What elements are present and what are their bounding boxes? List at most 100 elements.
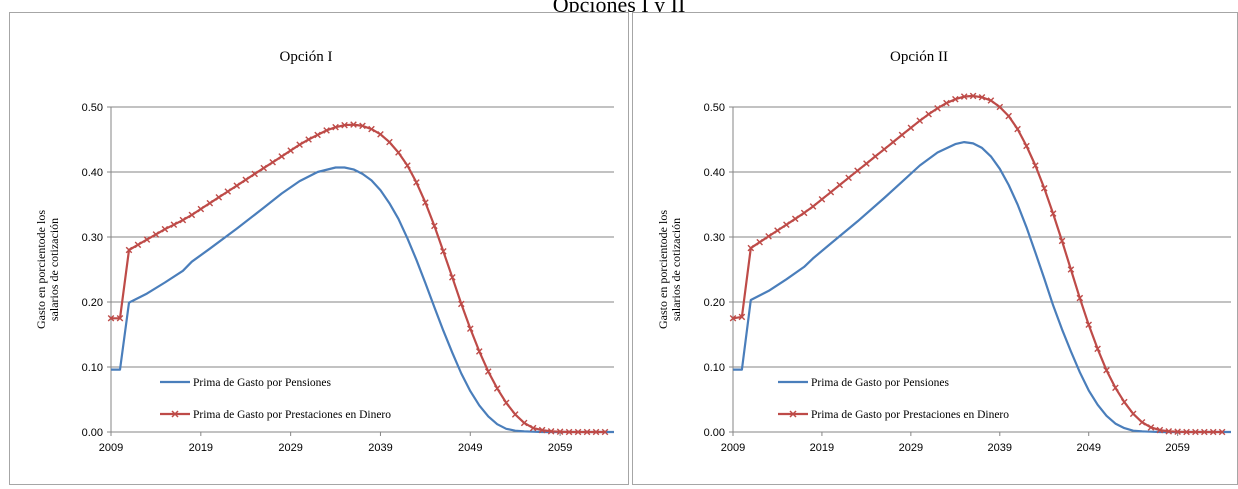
data-point-marker <box>116 314 124 322</box>
data-point-marker <box>511 411 519 418</box>
marker-stroke <box>1067 266 1075 273</box>
marker-stroke <box>809 203 817 210</box>
data-point-marker <box>341 121 348 129</box>
marker-stroke <box>765 233 772 240</box>
x-tick-label: 2019 <box>810 442 834 454</box>
y-tick-label: 0.30 <box>704 232 725 244</box>
data-point-marker <box>1138 418 1146 426</box>
data-point-marker <box>978 93 986 101</box>
marker-stroke <box>1165 428 1173 435</box>
marker-stroke <box>431 222 438 230</box>
marker-stroke <box>440 248 447 255</box>
marker-stroke <box>943 99 950 107</box>
data-point-marker <box>889 138 897 146</box>
marker-stroke <box>314 131 321 139</box>
data-point-marker <box>556 428 564 435</box>
marker-stroke <box>251 170 259 178</box>
marker-stroke <box>143 236 151 243</box>
marker-stroke <box>538 426 546 434</box>
y-tick-label: 0.40 <box>704 167 725 179</box>
data-point-marker <box>774 227 781 234</box>
data-point-marker <box>565 428 573 436</box>
marker-stroke <box>188 211 196 219</box>
marker-stroke <box>996 103 1004 111</box>
marker-stroke <box>1076 294 1084 302</box>
marker-stroke <box>836 181 844 189</box>
data-point-marker <box>359 122 366 130</box>
marker-stroke <box>969 92 977 100</box>
marker-stroke <box>1032 162 1039 169</box>
data-point-marker <box>996 103 1004 111</box>
marker-stroke <box>791 215 799 223</box>
marker-stroke <box>774 227 781 234</box>
marker-stroke <box>134 241 142 249</box>
marker-stroke <box>359 122 366 130</box>
marker-stroke <box>224 188 232 195</box>
marker-stroke <box>978 93 986 101</box>
marker-stroke <box>484 368 492 375</box>
data-point-marker <box>161 225 169 233</box>
marker-stroke <box>1120 398 1128 406</box>
marker-stroke <box>368 125 375 133</box>
data-point-marker <box>413 179 420 186</box>
data-point-marker <box>484 368 492 375</box>
data-point-marker <box>1120 398 1128 406</box>
chart-svg-opcion-ii: Opción II Gasto en porcientode lossalario… <box>656 49 1231 454</box>
y-tick-label: 0.50 <box>82 102 103 114</box>
marker-stroke <box>800 209 808 217</box>
data-point-marker <box>738 313 746 321</box>
marker-stroke <box>925 110 932 118</box>
marker-stroke <box>179 216 187 224</box>
data-point-marker <box>1014 125 1021 133</box>
data-point-marker <box>449 274 456 281</box>
marker-stroke <box>592 428 600 436</box>
data-point-marker <box>845 174 852 182</box>
marker-stroke <box>1112 384 1119 392</box>
data-point-marker <box>107 314 115 322</box>
marker-stroke <box>1058 237 1066 245</box>
marker-stroke <box>738 313 746 321</box>
marker-stroke <box>1156 426 1164 434</box>
marker-stroke <box>1129 410 1137 418</box>
data-point-marker <box>233 182 241 189</box>
data-point-marker <box>943 99 950 107</box>
marker-stroke <box>404 162 411 169</box>
data-point-marker <box>143 236 151 243</box>
marker-stroke <box>863 160 870 167</box>
marker-stroke <box>152 231 160 238</box>
y-axis-label-line-2: salarios de cotización <box>47 218 61 321</box>
marker-stroke <box>556 428 564 435</box>
data-point-marker <box>386 138 393 146</box>
x-tick-label: 2039 <box>988 442 1012 454</box>
data-point-marker <box>601 428 609 436</box>
marker-stroke <box>547 428 555 435</box>
data-point-marker <box>493 385 501 392</box>
data-point-marker <box>765 233 772 240</box>
data-point-marker <box>827 188 835 196</box>
marker-stroke <box>1094 345 1101 353</box>
data-point-marker <box>529 424 537 432</box>
marker-stroke <box>960 93 968 100</box>
marker-stroke <box>1049 210 1057 217</box>
x-tick-label: 2059 <box>1165 442 1189 454</box>
marker-stroke <box>1183 428 1190 436</box>
marker-stroke <box>818 196 826 203</box>
marker-stroke <box>854 167 861 174</box>
marker-stroke <box>377 131 384 138</box>
y-tick-label: 0.00 <box>82 427 103 439</box>
data-point-marker <box>269 158 276 166</box>
legend-label-pensiones: Prima de Gasto por Pensiones <box>811 377 950 389</box>
data-point-marker <box>809 203 817 210</box>
marker-stroke <box>1005 112 1012 120</box>
marker-stroke <box>583 428 591 436</box>
marker-stroke <box>845 174 852 182</box>
chart-title: Opción II <box>890 49 948 65</box>
marker-stroke <box>170 221 178 228</box>
data-point-marker <box>296 141 303 148</box>
data-point-marker <box>251 170 259 178</box>
x-tick-label: 2009 <box>721 442 745 454</box>
data-point-marker <box>934 105 941 112</box>
marker-stroke <box>260 164 267 172</box>
chart-panel-opcion-ii: Opción II Gasto en porcientode lossalario… <box>632 12 1238 485</box>
marker-stroke <box>502 399 510 407</box>
